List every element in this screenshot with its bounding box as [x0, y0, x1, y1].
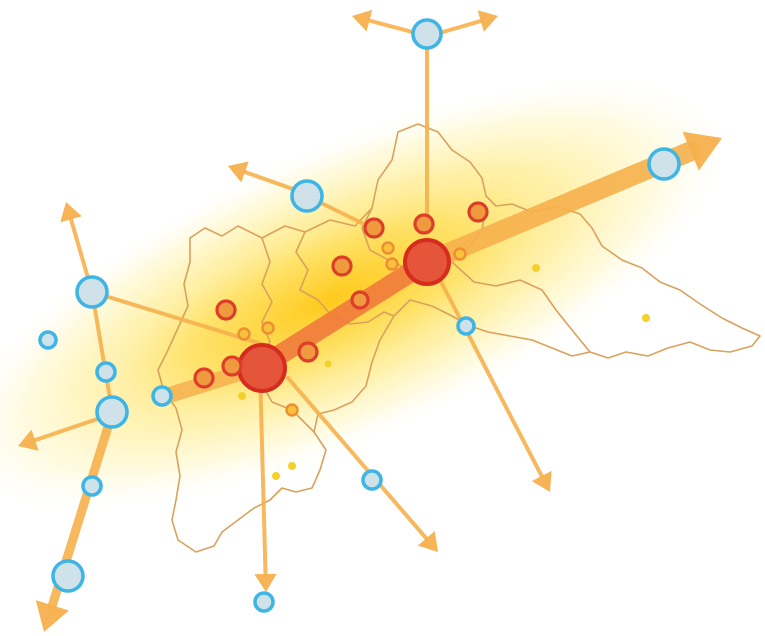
- external-node-south-west: [81, 475, 103, 497]
- external-node-northwest: [290, 179, 324, 213]
- arrow-north-left: [352, 9, 422, 36]
- boundary-outer: [157, 123, 761, 553]
- axis-east-arrow: [417, 131, 722, 272]
- secondary-center-8: [221, 355, 243, 377]
- external-node-southwest: [95, 395, 129, 429]
- arrow-center-se: [286, 376, 438, 552]
- arrow-center-south: [254, 368, 277, 592]
- external-node-north: [411, 18, 443, 50]
- arrow-north-left-head: [352, 9, 373, 32]
- arrow-sw-main-head: [35, 600, 69, 632]
- external-node-west-2: [95, 361, 117, 383]
- tertiary-center-6: [285, 403, 299, 417]
- axis-east-arrow-head: [682, 131, 722, 171]
- secondary-center-2: [413, 213, 435, 235]
- corridor-glow-core: [89, 168, 571, 432]
- secondary-center-3: [467, 201, 489, 223]
- axis-core-segment: [252, 252, 437, 376]
- arrow-west-down: [90, 290, 114, 412]
- arrow-east-se-head: [531, 470, 552, 492]
- arrow-center-se-head: [417, 531, 438, 552]
- boundary-inner-center: [295, 231, 395, 325]
- arrow-center-to-west-node-shaft: [90, 290, 264, 346]
- arrow-east-se-shaft: [436, 274, 544, 479]
- arrow-center-south-shaft: [258, 368, 268, 577]
- major-center-west: [237, 343, 287, 393]
- arrow-center-to-west-node: [90, 290, 264, 346]
- tertiary-center-3: [453, 247, 467, 261]
- arrow-north-right-head: [477, 10, 498, 32]
- external-node-east: [647, 147, 681, 181]
- secondary-center-7: [297, 341, 319, 363]
- external-node-south-center: [361, 469, 383, 491]
- secondary-center-4: [331, 255, 353, 277]
- external-node-west-axis: [151, 385, 173, 407]
- major-center-east: [403, 238, 451, 286]
- tertiary-center-5: [237, 327, 251, 341]
- small-settlement-5: [288, 462, 296, 470]
- arrow-west-north-head: [60, 202, 82, 223]
- arrow-center-se-shaft: [286, 376, 429, 541]
- small-settlement-3: [238, 392, 246, 400]
- external-node-bottom-left: [51, 559, 85, 593]
- secondary-center-9: [193, 367, 215, 389]
- arrow-east-se: [436, 274, 552, 492]
- small-settlement-6: [272, 472, 280, 480]
- arrow-nw-head: [228, 161, 249, 183]
- arrow-center-south-head: [254, 573, 277, 592]
- secondary-center-5: [350, 290, 370, 310]
- arrow-west-left-head: [18, 429, 39, 451]
- arrow-north-right-shaft: [434, 19, 483, 36]
- tertiary-center-4: [261, 321, 275, 335]
- external-node-west: [75, 275, 109, 309]
- small-settlement-4: [324, 360, 332, 368]
- external-node-south: [253, 591, 275, 613]
- external-node-far-west: [38, 330, 58, 350]
- arrow-west-down-shaft: [90, 290, 114, 412]
- external-node-east-2: [456, 316, 476, 336]
- tertiary-center-2: [385, 257, 399, 271]
- small-settlement-1: [532, 264, 540, 272]
- development-corridor-glow: [0, 72, 738, 518]
- boundary-inner-east: [451, 261, 591, 353]
- axis-east-arrow-shaft: [417, 141, 701, 272]
- secondary-center-6: [215, 299, 237, 321]
- arrow-north-right: [434, 10, 498, 36]
- secondary-center-1: [363, 217, 385, 239]
- tertiary-center-1: [381, 241, 395, 255]
- settlement-nodes: [38, 18, 681, 613]
- small-settlement-2: [642, 314, 650, 322]
